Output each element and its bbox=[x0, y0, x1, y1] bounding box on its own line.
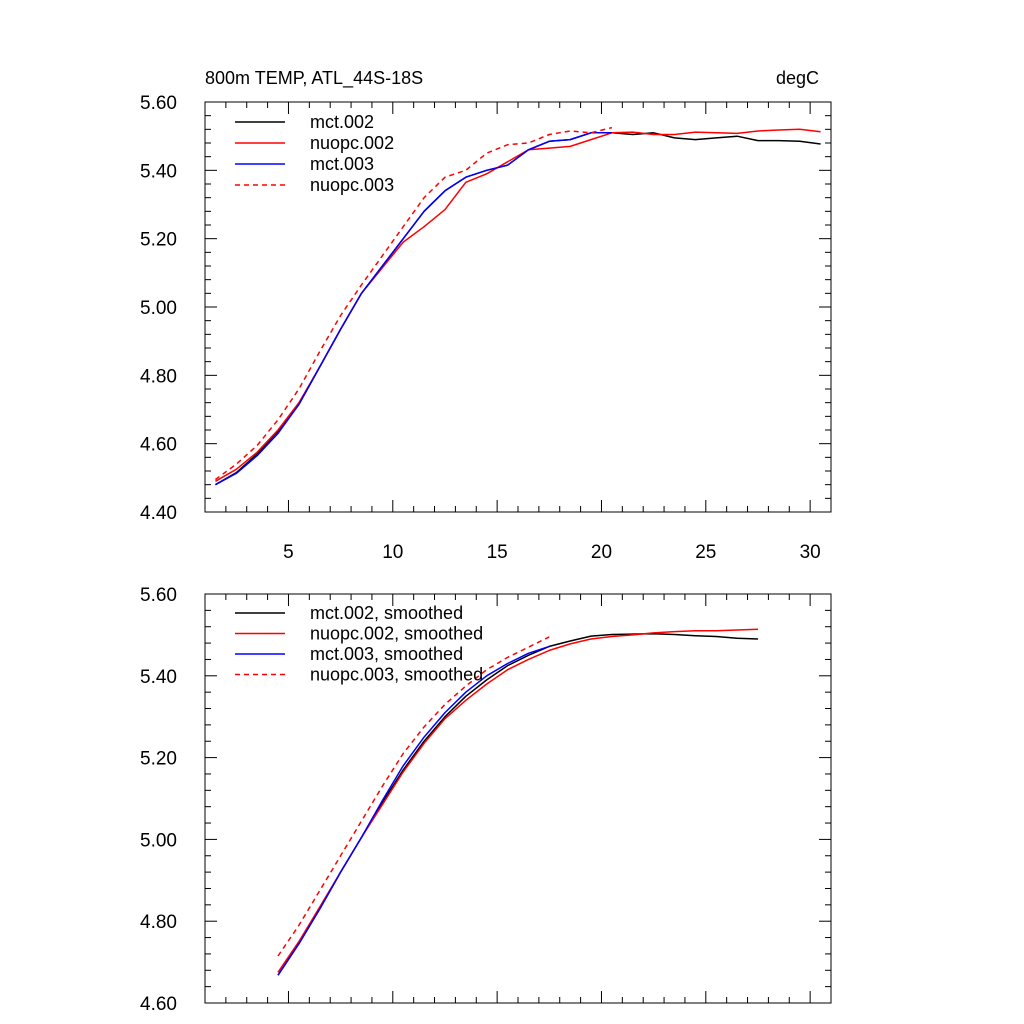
legend-label: nuopc.003, smoothed bbox=[310, 665, 483, 685]
series-line bbox=[215, 132, 821, 486]
x-tick-label: 15 bbox=[487, 542, 508, 563]
y-tick-label: 5.20 bbox=[140, 230, 177, 251]
y-tick-label: 4.40 bbox=[140, 503, 177, 524]
x-tick-label: 30 bbox=[800, 542, 821, 563]
y-tick-label: 5.60 bbox=[140, 585, 177, 606]
legend-label: mct.003, smoothed bbox=[310, 644, 463, 664]
series-line bbox=[277, 632, 759, 976]
y-tick-label: 4.80 bbox=[140, 912, 177, 933]
series-line bbox=[277, 645, 550, 976]
y-tick-label: 5.40 bbox=[140, 667, 177, 688]
series-line bbox=[215, 128, 821, 482]
y-tick-label: 5.00 bbox=[140, 298, 177, 319]
legend-label: nuopc.002 bbox=[310, 133, 394, 153]
legend-label: nuopc.002, smoothed bbox=[310, 624, 483, 644]
legend-label: mct.002 bbox=[310, 112, 374, 132]
chart-title-left: 800m TEMP, ATL_44S-18S bbox=[205, 68, 423, 89]
top-panel: 5 10 15 20 25 30 4.40 4.60 4.80 5.00 5.20 5.40 5.60 m… bbox=[140, 93, 832, 563]
y-tick-label: 4.80 bbox=[140, 366, 177, 387]
chart-units-label: degC bbox=[776, 68, 819, 88]
legend-label: mct.002, smoothed bbox=[310, 603, 463, 623]
y-tick-label: 5.60 bbox=[140, 93, 177, 114]
y-tick-label: 4.60 bbox=[140, 435, 177, 456]
series-line bbox=[215, 132, 612, 486]
legend-label: nuopc.003 bbox=[310, 175, 394, 195]
x-tick-label: 20 bbox=[591, 542, 612, 563]
bottom-panel: 4.60 4.80 5.00 5.20 5.40 5.60 mct.002, smoothe… bbox=[140, 585, 832, 1015]
y-tick-label: 4.60 bbox=[140, 994, 177, 1015]
y-tick-label: 5.00 bbox=[140, 830, 177, 851]
legend-label: mct.003 bbox=[310, 154, 374, 174]
x-tick-label: 5 bbox=[283, 542, 294, 563]
y-tick-label: 5.40 bbox=[140, 161, 177, 182]
series-line bbox=[277, 636, 550, 957]
x-tick-label: 10 bbox=[382, 542, 403, 563]
y-tick-label: 5.20 bbox=[140, 749, 177, 770]
series-line bbox=[214, 126, 613, 481]
plot-frame bbox=[204, 101, 832, 513]
x-tick-label: 25 bbox=[695, 542, 716, 563]
